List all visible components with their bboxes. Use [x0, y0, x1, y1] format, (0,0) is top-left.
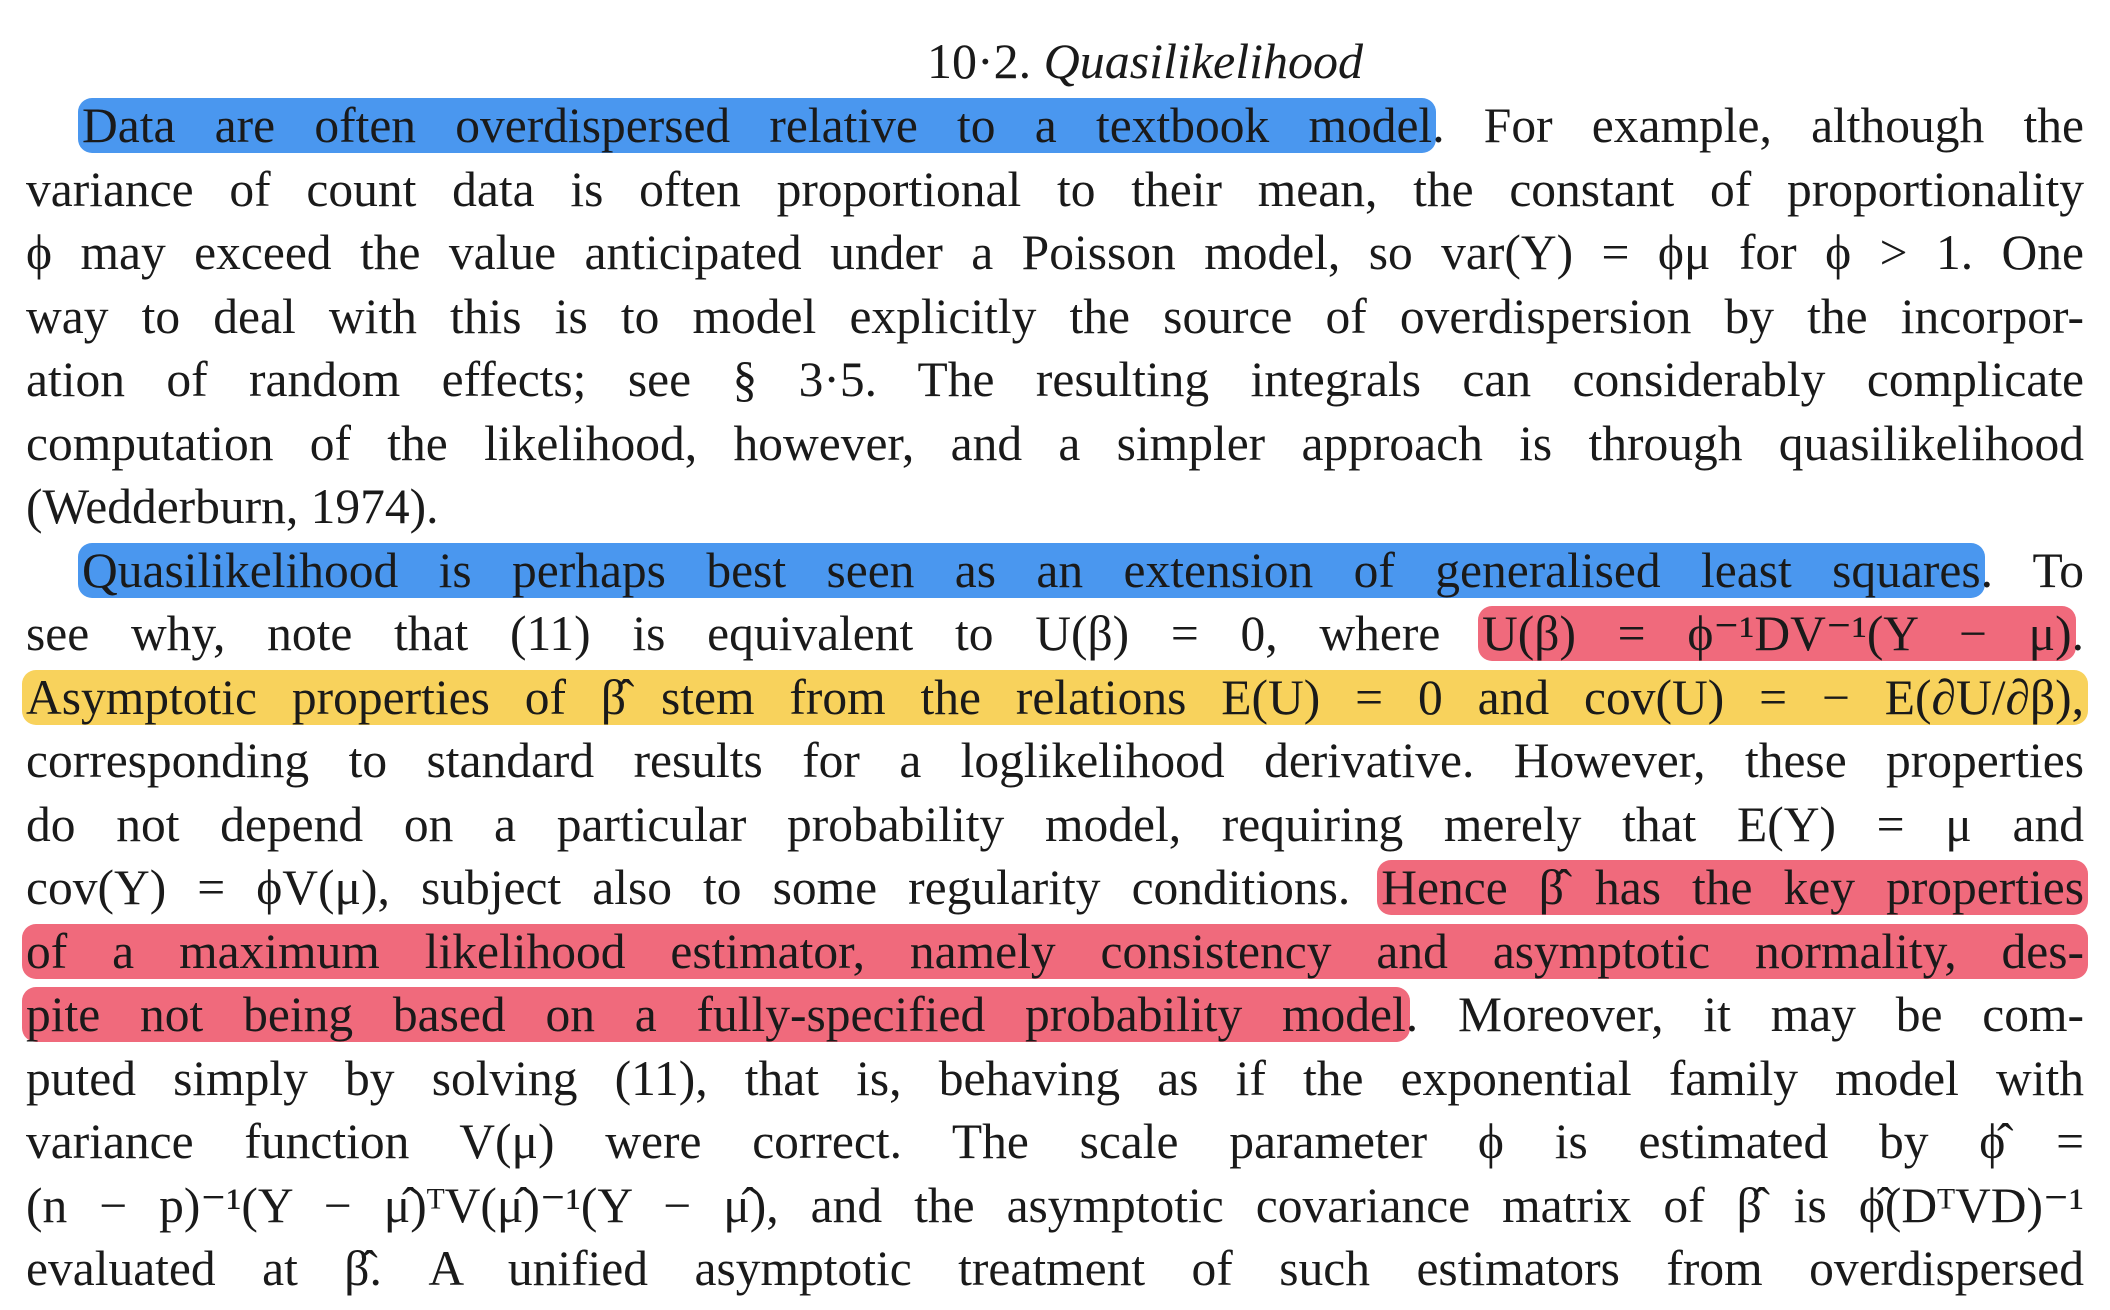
- text-line: (Wedderburn, 1974).: [26, 479, 439, 534]
- highlight-red: pite not being based on a fully-specifie…: [22, 987, 1410, 1042]
- text-span: . Moreover, it may be com-: [1405, 987, 2084, 1042]
- text-line: evaluated at β̂. A unified asymptotic tr…: [26, 1241, 2084, 1296]
- text-line: cov(Y) = ϕV(μ), subject also to some reg…: [26, 856, 2088, 920]
- text-line: see why, note that (11) is equivalent to…: [26, 602, 2084, 666]
- text-span: .: [2071, 606, 2084, 661]
- text-line: (n − p)⁻¹(Y − μ̂)ᵀV(μ̂)⁻¹(Y − μ̂), and t…: [26, 1177, 2084, 1233]
- text-line: ation of random effects; see § 3·5. The …: [26, 352, 2084, 407]
- text-line: variance of count data is often proporti…: [26, 161, 2084, 217]
- text-line: way to deal with this is to model explic…: [26, 288, 2084, 344]
- highlight-yellow: Asymptotic properties of β̂ stem from th…: [22, 669, 2088, 725]
- highlight-blue: Quasilikelihood is perhaps best seen as …: [78, 542, 1985, 598]
- highlight-blue: Data are often overdispersed relative to…: [78, 98, 1437, 153]
- text-line: corresponding to standard results for a …: [26, 733, 2084, 788]
- highlight-red: of a maximum likelihood estimator, namel…: [22, 923, 2088, 979]
- text-span: see why, note that (11) is equivalent to…: [26, 606, 1483, 661]
- section-title: Quasilikelihood: [1043, 33, 1364, 89]
- paragraph-1: Data are often overdispersed relative to…: [26, 94, 2084, 539]
- section-heading: 10·2. Quasilikelihood: [206, 28, 2084, 94]
- text-line: of a maximum likelihood estimator, namel…: [22, 920, 2088, 984]
- text-span: cov(Y) = ϕV(μ), subject also to some reg…: [26, 860, 1382, 915]
- highlight-red: U(β) = ϕ⁻¹DV⁻¹(Y − μ): [1478, 606, 2076, 661]
- text-line: variance function V(μ) were correct. The…: [26, 1114, 2084, 1169]
- text-span: . To: [1980, 542, 2084, 598]
- text-line: Quasilikelihood is perhaps best seen as …: [26, 539, 2084, 603]
- text-line: ϕ may exceed the value anticipated under…: [26, 225, 2084, 280]
- text-line: Asymptotic properties of β̂ stem from th…: [22, 666, 2088, 730]
- text-line: pite not being based on a fully-specifie…: [22, 983, 2084, 1047]
- section-number: 10·2.: [926, 33, 1032, 89]
- text-line: do not depend on a particular probabilit…: [26, 796, 2084, 852]
- text-span: . For example, although the: [1432, 98, 2084, 153]
- text-line: puted simply by solving (11), that is, b…: [26, 1050, 2084, 1106]
- highlight-red: Hence β̂ has the key properties: [1377, 860, 2088, 915]
- text-line: Data are often overdispersed relative to…: [26, 94, 2084, 158]
- text-line: computation of the likelihood, however, …: [26, 415, 2084, 471]
- paragraph-2: Quasilikelihood is perhaps best seen as …: [22, 539, 2088, 1301]
